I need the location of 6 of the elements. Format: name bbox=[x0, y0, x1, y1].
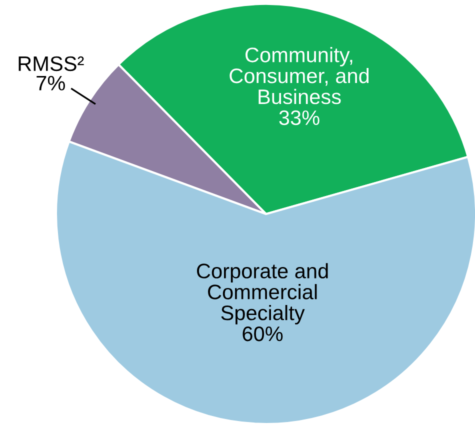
slice-label: Corporate and Commercial Specialty bbox=[197, 263, 328, 324]
slice-label: RMSS² bbox=[18, 56, 84, 72]
data-label: 7% bbox=[36, 76, 65, 90]
data-label: 60% bbox=[242, 326, 283, 342]
data-label: 33% bbox=[279, 110, 320, 126]
slice-label: Community, Consumer, and Business bbox=[230, 47, 369, 104]
